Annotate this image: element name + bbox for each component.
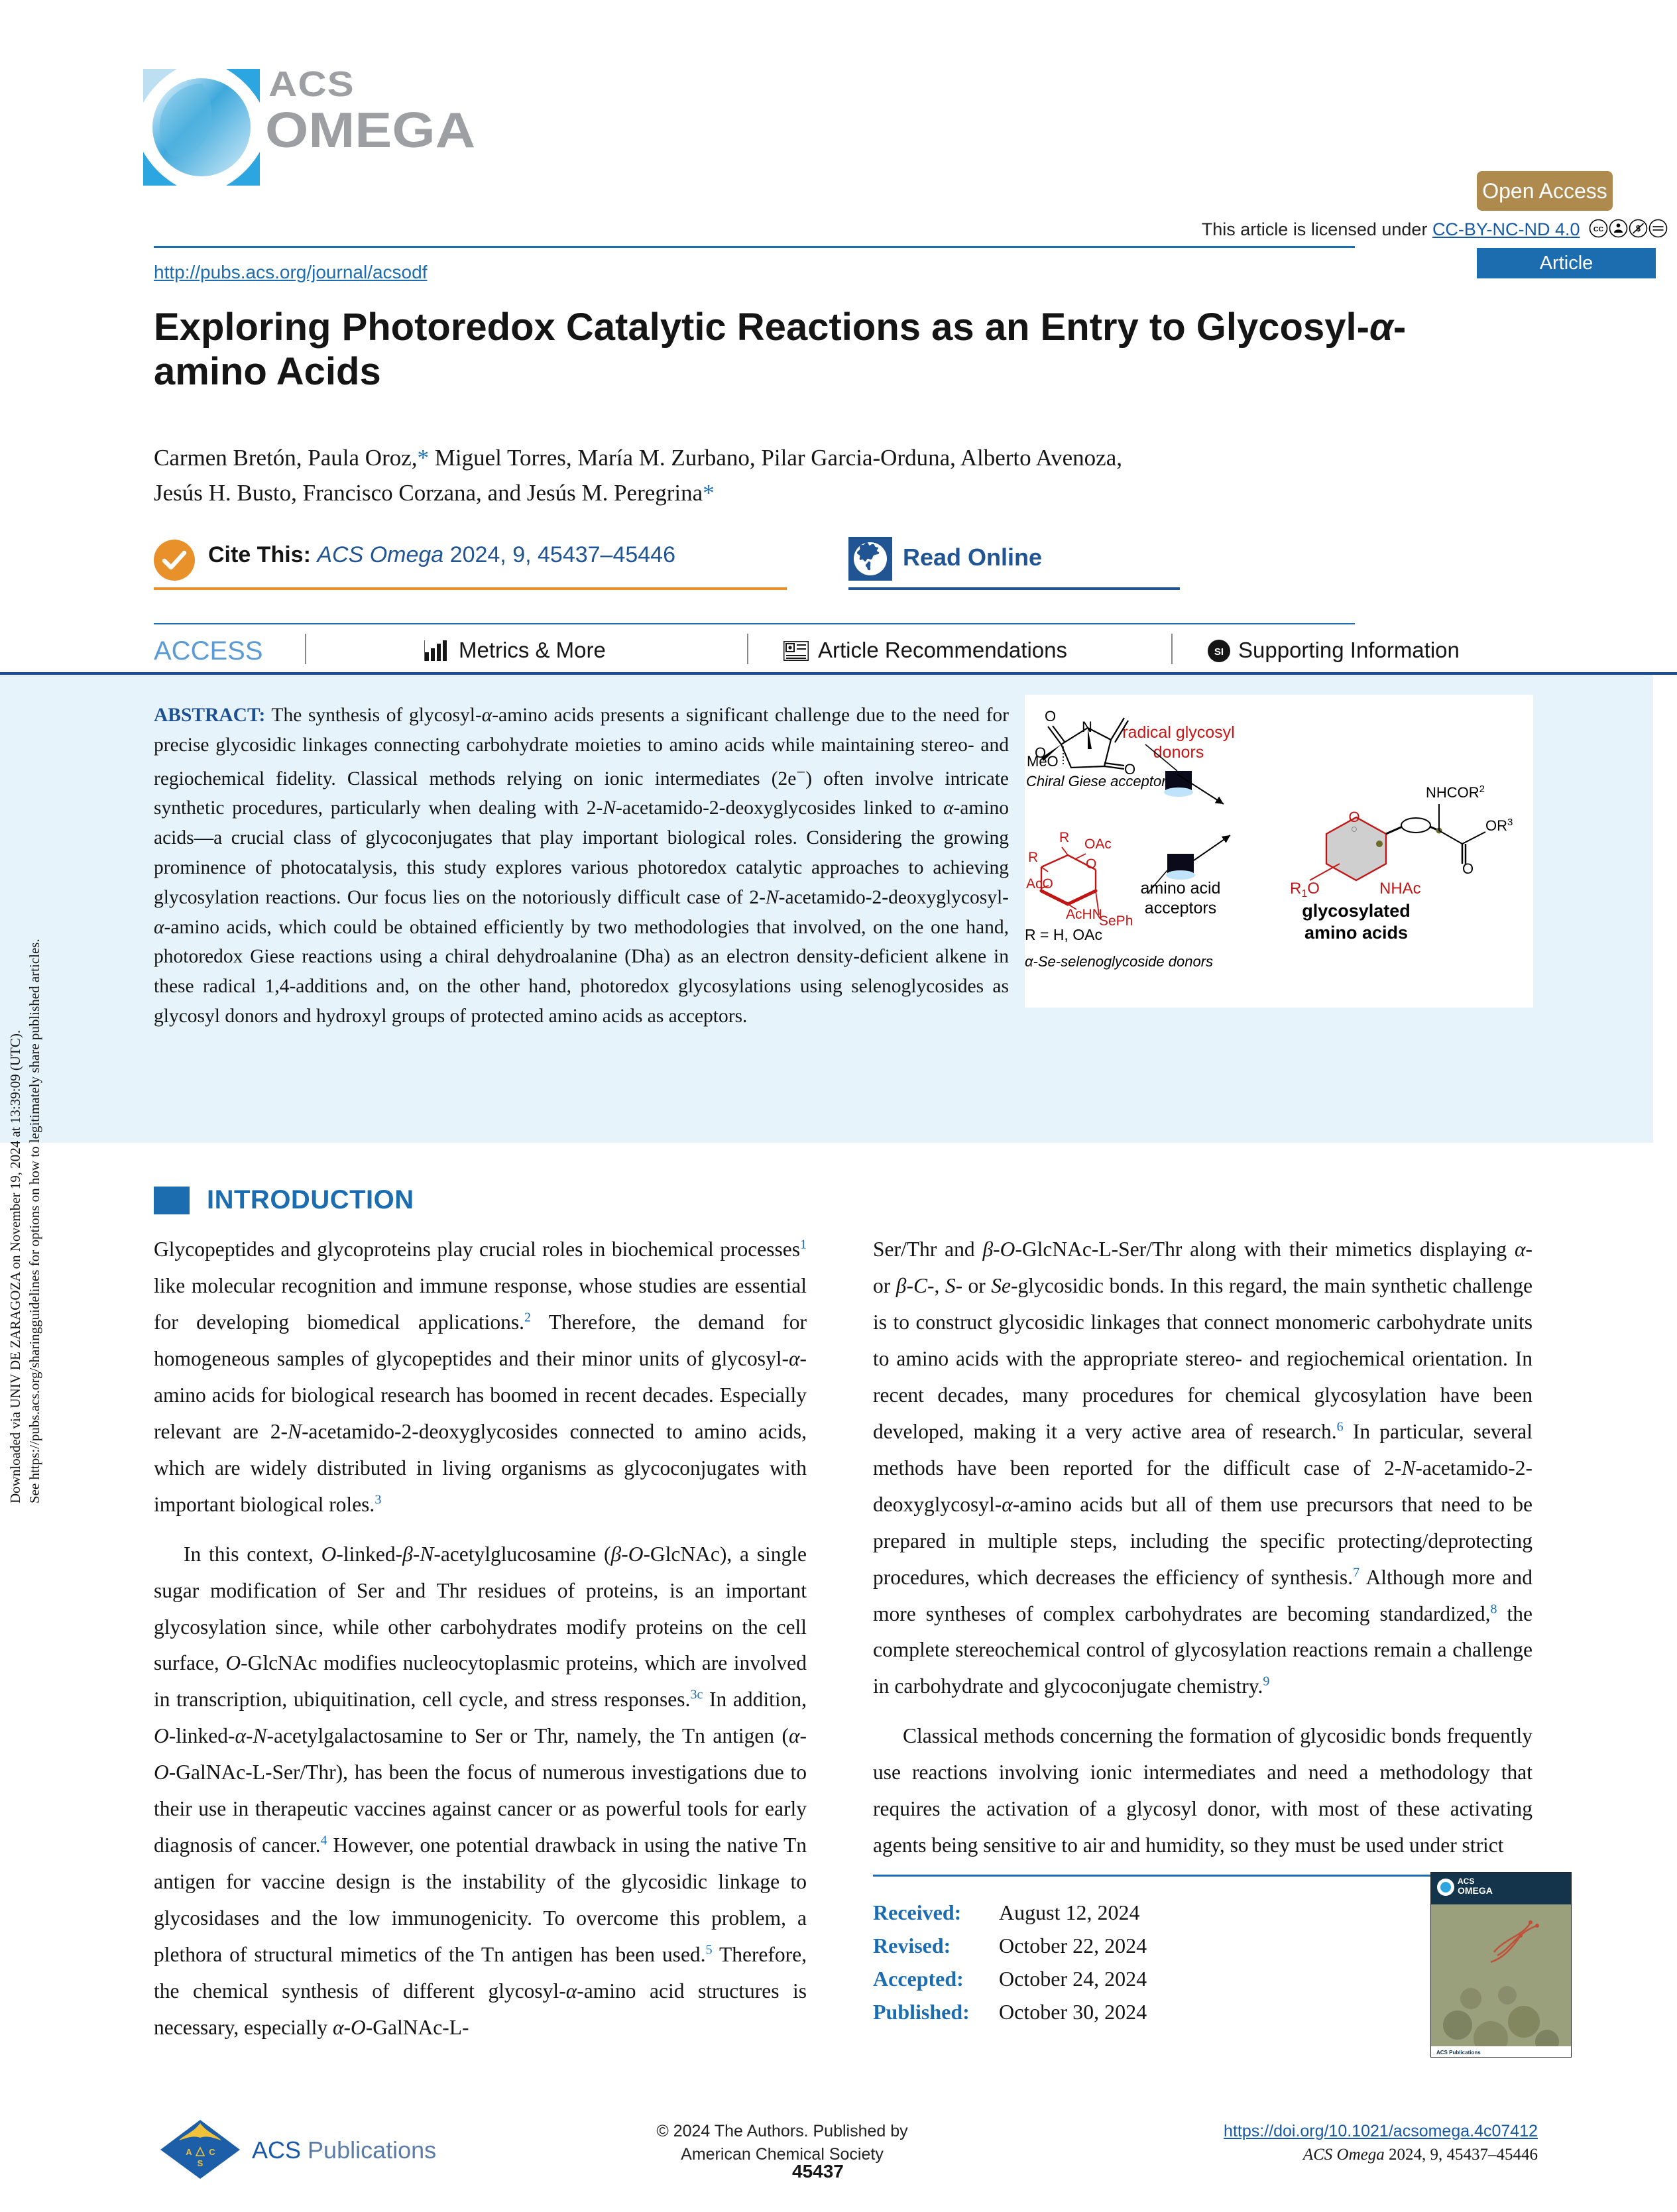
svg-text:O: O [1462, 860, 1474, 877]
svg-text:A: A [186, 2147, 192, 2157]
svg-text:SePh: SePh [1099, 913, 1133, 929]
svg-text:CC: CC [1593, 225, 1604, 233]
svg-text:AcO: AcO [1026, 876, 1053, 892]
svg-text:MeO: MeO [1027, 753, 1059, 770]
svg-text:S: S [198, 2158, 203, 2168]
svg-text:radical glycosyl: radical glycosyl [1122, 723, 1235, 742]
svg-text:SI: SI [1214, 646, 1224, 658]
svg-text:R = H, OAc: R = H, OAc [1025, 926, 1102, 943]
svg-text:O: O [1086, 856, 1096, 872]
svg-text:OAc: OAc [1084, 837, 1112, 852]
svg-text:acceptors: acceptors [1145, 899, 1216, 917]
svg-text:NHCOR2: NHCOR2 [1426, 784, 1485, 801]
svg-text:AcHN: AcHN [1066, 907, 1102, 922]
svg-text:OR3: OR3 [1485, 817, 1513, 834]
svg-text:C: C [209, 2147, 215, 2157]
svg-text:α-Se-selenoglycoside donors: α-Se-selenoglycoside donors [1025, 953, 1213, 970]
svg-text:R: R [1059, 830, 1069, 845]
svg-text:ACS Publications: ACS Publications [1436, 2050, 1481, 2056]
svg-text:glycosylated: glycosylated [1302, 901, 1411, 921]
svg-text:NHAc: NHAc [1379, 880, 1421, 898]
svg-text:O: O [1348, 809, 1359, 825]
svg-text:O: O [1045, 708, 1056, 725]
svg-text:amino acids: amino acids [1304, 923, 1408, 943]
svg-text:Chiral Giese acceptor: Chiral Giese acceptor [1026, 773, 1167, 789]
svg-text:R: R [1028, 850, 1038, 865]
svg-text:donors: donors [1153, 743, 1204, 762]
svg-text:ACS: ACS [1458, 1877, 1474, 1886]
svg-text:R1O: R1O [1290, 880, 1320, 900]
svg-text:OMEGA: OMEGA [1458, 1885, 1493, 1896]
svg-text:N: N [1082, 719, 1092, 735]
